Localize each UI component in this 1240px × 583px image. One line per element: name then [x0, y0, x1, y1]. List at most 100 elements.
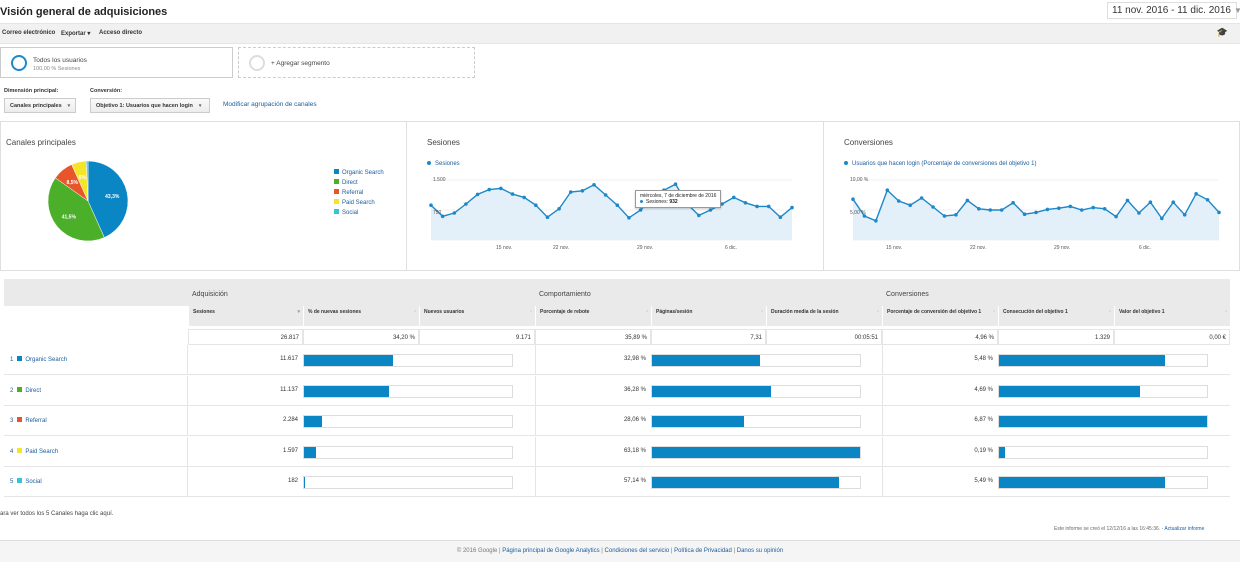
- data-point[interactable]: [954, 213, 958, 217]
- data-point[interactable]: [1114, 214, 1118, 219]
- date-range-picker[interactable]: 11 nov. 2016 - 11 dic. 2016 ▼: [1107, 2, 1240, 19]
- data-point[interactable]: [452, 211, 457, 215]
- data-point[interactable]: [708, 208, 713, 212]
- data-point[interactable]: [1045, 207, 1050, 212]
- data-point[interactable]: [1137, 211, 1141, 215]
- row-label[interactable]: 4 Paid Search: [4, 436, 188, 467]
- data-point[interactable]: [673, 182, 678, 186]
- data-point[interactable]: [464, 202, 468, 206]
- data-point[interactable]: [1205, 198, 1210, 202]
- data-point[interactable]: [988, 208, 993, 212]
- data-point[interactable]: [908, 203, 912, 207]
- legend-item-referral[interactable]: Referral: [334, 188, 384, 198]
- shortcut-button[interactable]: Acceso directo: [99, 30, 143, 36]
- channel-link[interactable]: Social: [25, 479, 42, 485]
- data-point[interactable]: [615, 203, 620, 207]
- data-point[interactable]: [627, 216, 631, 220]
- data-point[interactable]: [874, 219, 878, 223]
- data-point[interactable]: [534, 203, 538, 207]
- row-label[interactable]: 2 Direct: [4, 375, 188, 406]
- data-point[interactable]: [931, 205, 935, 209]
- data-point[interactable]: [592, 183, 596, 187]
- data-point[interactable]: [440, 214, 445, 219]
- data-point[interactable]: [755, 204, 759, 209]
- ga-home-link[interactable]: Página principal de Google Analytics: [502, 548, 600, 554]
- col-conv-rate[interactable]: Porcentaje de conversión del objetivo 1 ·: [882, 306, 998, 326]
- data-point[interactable]: [487, 187, 492, 192]
- data-point[interactable]: [731, 195, 736, 200]
- data-point[interactable]: [885, 188, 890, 192]
- data-point[interactable]: [1068, 204, 1073, 209]
- data-point[interactable]: [790, 205, 794, 210]
- data-point[interactable]: [1160, 216, 1164, 221]
- channel-link[interactable]: Referral: [25, 418, 47, 424]
- data-point[interactable]: [580, 189, 585, 193]
- row-label[interactable]: 5 Social: [4, 467, 188, 497]
- data-point[interactable]: [545, 215, 550, 219]
- data-point[interactable]: [1011, 201, 1015, 205]
- data-point[interactable]: [1148, 200, 1153, 204]
- data-point[interactable]: [919, 196, 924, 200]
- data-point[interactable]: [766, 204, 771, 209]
- refresh-report-link[interactable]: Actualizar informe: [1164, 526, 1205, 532]
- data-point[interactable]: [1194, 192, 1198, 196]
- data-point[interactable]: [1217, 210, 1221, 215]
- channel-link[interactable]: Organic Search: [25, 357, 68, 363]
- see-all-link[interactable]: ara ver todos los 5 Canales haga clic aq…: [0, 511, 114, 517]
- data-point[interactable]: [942, 214, 947, 218]
- privacy-link[interactable]: Política de Privacidad: [674, 548, 732, 554]
- col-avg-duration[interactable]: Duración media de la sesión ·: [766, 306, 882, 326]
- col-sessions[interactable]: Sesiones ▾: [188, 306, 303, 326]
- segment-all-users[interactable]: Todos los usuarios 100,00 % Sesiones: [0, 47, 233, 78]
- graduation-cap-icon[interactable]: 🎓: [1216, 27, 1228, 37]
- data-point[interactable]: [510, 192, 515, 196]
- data-point[interactable]: [743, 201, 748, 205]
- col-new-users[interactable]: Nuevos usuarios ·: [419, 306, 535, 326]
- conversion-select[interactable]: Objetivo 1: Usuarios que hacen login ▾: [90, 98, 210, 113]
- legend-item-organic[interactable]: Organic Search: [334, 168, 384, 178]
- data-point[interactable]: [568, 190, 573, 194]
- data-point[interactable]: [557, 207, 561, 211]
- data-point[interactable]: [522, 195, 526, 200]
- col-bounce[interactable]: Porcentaje de rebote ·: [535, 306, 651, 326]
- pie-slice[interactable]: [87, 160, 129, 238]
- legend-item-paid[interactable]: Paid Search: [334, 198, 384, 208]
- col-goal-completions[interactable]: Consecución del objetivo 1 ·: [998, 306, 1114, 326]
- pie-slice[interactable]: [47, 177, 105, 242]
- pie-slice[interactable]: [85, 160, 89, 202]
- data-point[interactable]: [1022, 212, 1027, 216]
- data-point[interactable]: [977, 207, 981, 211]
- col-goal-value[interactable]: Valor del objetivo 1 ·: [1114, 306, 1230, 326]
- data-point[interactable]: [697, 213, 701, 218]
- data-point[interactable]: [1125, 198, 1130, 203]
- data-point[interactable]: [1182, 213, 1187, 217]
- data-point[interactable]: [999, 208, 1004, 212]
- data-point[interactable]: [475, 192, 480, 197]
- data-point[interactable]: [1057, 206, 1061, 210]
- data-point[interactable]: [499, 186, 503, 191]
- data-point[interactable]: [1091, 205, 1095, 210]
- data-point[interactable]: [638, 208, 643, 212]
- feedback-link[interactable]: Danos su opinión: [736, 548, 784, 554]
- data-point[interactable]: [1079, 208, 1084, 212]
- col-pages-session[interactable]: Páginas/sesión ·: [651, 306, 766, 326]
- channel-link[interactable]: Direct: [25, 387, 42, 394]
- data-point[interactable]: [1102, 207, 1107, 211]
- legend-item-direct[interactable]: Direct: [334, 178, 384, 188]
- add-segment-button[interactable]: + Agregar segmento: [238, 47, 475, 78]
- data-point[interactable]: [896, 199, 901, 203]
- terms-link[interactable]: Condiciones del servicio: [604, 548, 670, 554]
- legend-item-social[interactable]: Social: [334, 208, 384, 218]
- data-point[interactable]: [851, 197, 855, 201]
- channel-link[interactable]: Paid Search: [25, 448, 59, 455]
- primary-dimension-select[interactable]: Canales principales ▾: [4, 98, 76, 113]
- col-new-sessions[interactable]: % de nuevas sesiones ·: [303, 306, 419, 326]
- data-point[interactable]: [1171, 200, 1176, 204]
- export-button[interactable]: Exportar ▾: [61, 30, 90, 37]
- data-point[interactable]: [778, 215, 783, 219]
- data-point[interactable]: [1034, 210, 1038, 215]
- row-label[interactable]: 3 Referral: [4, 406, 188, 436]
- data-point[interactable]: [603, 193, 608, 197]
- email-button[interactable]: Correo electrónico: [2, 30, 56, 36]
- row-label[interactable]: 1 Organic Search: [4, 345, 188, 375]
